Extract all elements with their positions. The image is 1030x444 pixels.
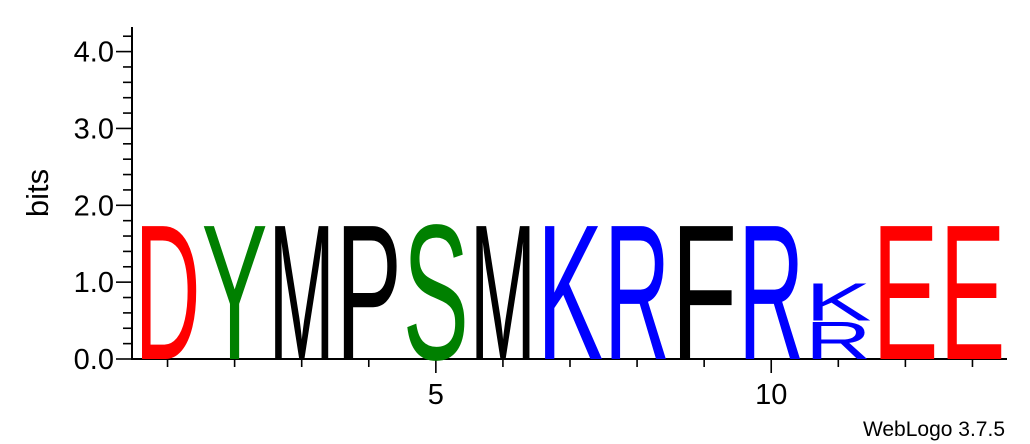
logo-letter-e: E (939, 184, 1005, 400)
logo-letter-p: P (336, 184, 402, 400)
logo-letter-f: F (671, 185, 737, 401)
y-axis-label: bits (20, 169, 55, 217)
logo-letter-r: R (738, 185, 804, 401)
logo-letter-d: D (135, 185, 201, 401)
logo-letter-m: M (470, 185, 536, 401)
y-tick-label: 4.0 (74, 37, 114, 69)
logo-letter-e: E (872, 184, 938, 400)
logo-letter-s: S (403, 184, 469, 400)
y-axis: 0.0 1.0 2.0 3.0 4.0 (74, 27, 132, 376)
logo-letter-y: Y (202, 184, 268, 400)
logo-letter-k: K (805, 272, 871, 332)
logo-letter-r: R (604, 185, 670, 401)
y-tick-label: 0.0 (74, 344, 114, 376)
y-tick-label: 3.0 (74, 113, 114, 145)
logo-letter-m: M (269, 185, 335, 401)
y-tick-label: 1.0 (74, 267, 114, 299)
logo-letter-k: K (537, 184, 603, 400)
weblogo-credit: WebLogo 3.7.5 (863, 418, 1005, 441)
logo-stacks: D Y M P S M K R F R RK E E (135, 184, 1006, 401)
y-tick-label: 2.0 (74, 190, 114, 222)
